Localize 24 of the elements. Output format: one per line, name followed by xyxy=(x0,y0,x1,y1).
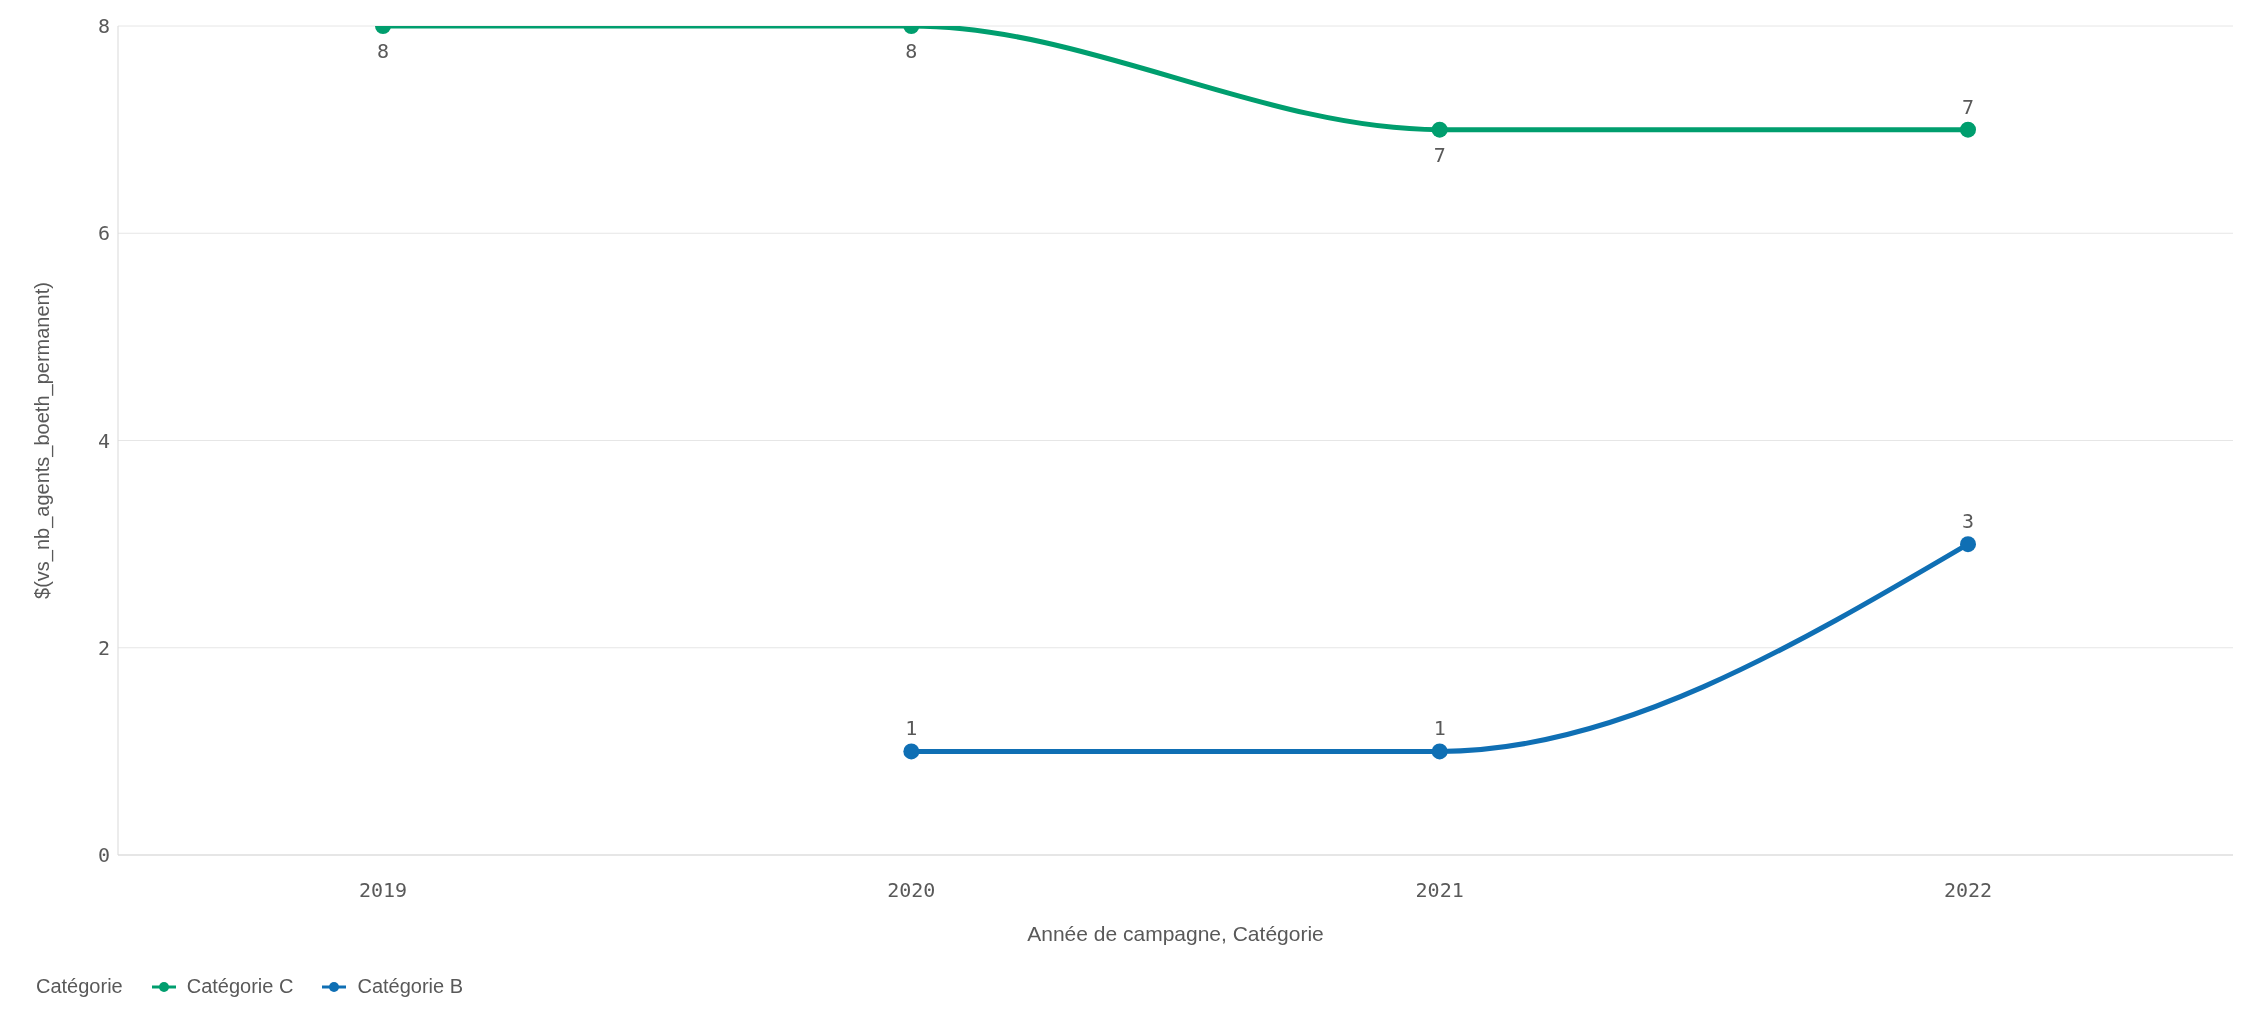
legend-title: Catégorie xyxy=(36,975,123,998)
y-tick-label: 4 xyxy=(97,428,110,453)
x-axis-title: Année de campagne, Catégorie xyxy=(1027,922,1324,945)
y-tick-label: 2 xyxy=(97,635,110,660)
data-label: 7 xyxy=(1961,94,1975,119)
data-label: 8 xyxy=(905,39,918,63)
point xyxy=(1431,743,1448,760)
data-label: 1 xyxy=(905,716,918,741)
y-tick-label: 6 xyxy=(97,221,110,246)
y-tick-label: 8 xyxy=(97,14,110,39)
y-axis-title: $(vs_nb_agents_boeth_permanent) xyxy=(31,282,55,599)
data-label: 1 xyxy=(1433,716,1446,741)
point xyxy=(903,743,920,760)
data-label: 7 xyxy=(1433,142,1446,167)
legend-label: Catégorie B xyxy=(356,975,464,998)
point xyxy=(1960,536,1976,553)
data-label: 8 xyxy=(376,39,390,63)
legend-label: Catégorie C xyxy=(185,975,294,998)
data-label: 3 xyxy=(1961,509,1975,534)
x-tick-label: 2019 xyxy=(358,878,408,903)
x-tick-label: 2020 xyxy=(887,878,936,903)
y-tick-label: 0 xyxy=(97,843,110,868)
x-tick-label: 2022 xyxy=(1943,878,1993,903)
x-tick-label: 2021 xyxy=(1415,878,1464,903)
